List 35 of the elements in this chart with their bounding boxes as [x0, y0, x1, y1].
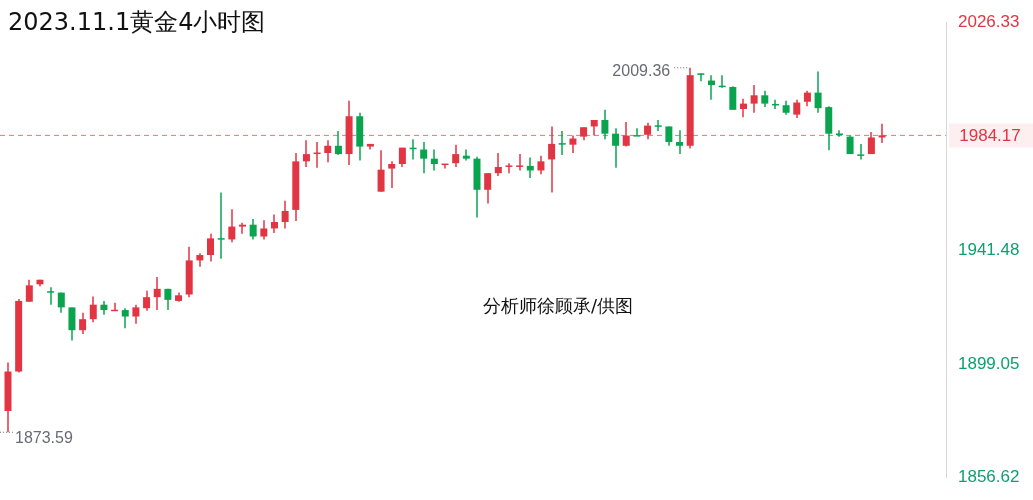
candlestick	[420, 142, 428, 174]
candlestick	[270, 214, 278, 234]
candlestick	[462, 149, 470, 161]
candlestick	[739, 98, 747, 118]
candlestick	[430, 149, 438, 171]
candlestick	[548, 126, 556, 193]
candlestick	[505, 163, 513, 174]
y-tick-label: 1941.48	[958, 239, 1020, 259]
candlestick	[239, 222, 246, 234]
candlestick	[516, 154, 524, 171]
candlestick	[857, 143, 865, 160]
candlestick	[324, 140, 332, 163]
candlestick	[633, 128, 641, 137]
annotation: 分析师徐顾承/供图	[482, 294, 634, 316]
candlestick	[558, 131, 566, 155]
candlestick	[654, 120, 662, 132]
chart-title: 2023.11.1黄金4小时图	[8, 7, 266, 38]
y-tick-label: 1856.62	[958, 467, 1020, 487]
candlestick	[612, 128, 620, 168]
ref-line-label: 1984.17	[959, 126, 1021, 146]
annotation: 1873.59	[14, 428, 73, 446]
candlestick	[878, 123, 886, 144]
candlestick	[302, 140, 310, 167]
candlestick	[217, 192, 225, 259]
candlestick	[676, 130, 684, 155]
y-tick-label: 1899.05	[958, 353, 1020, 373]
candlestick	[750, 85, 758, 113]
candlestick	[697, 73, 705, 82]
candlestick	[47, 287, 55, 305]
y-tick-label: 2026.33	[958, 11, 1020, 31]
candlestick	[835, 130, 843, 137]
candlestick	[153, 277, 161, 311]
annotation: 2009.36	[612, 62, 671, 80]
candlestick	[388, 161, 396, 188]
candlestick	[494, 153, 502, 177]
